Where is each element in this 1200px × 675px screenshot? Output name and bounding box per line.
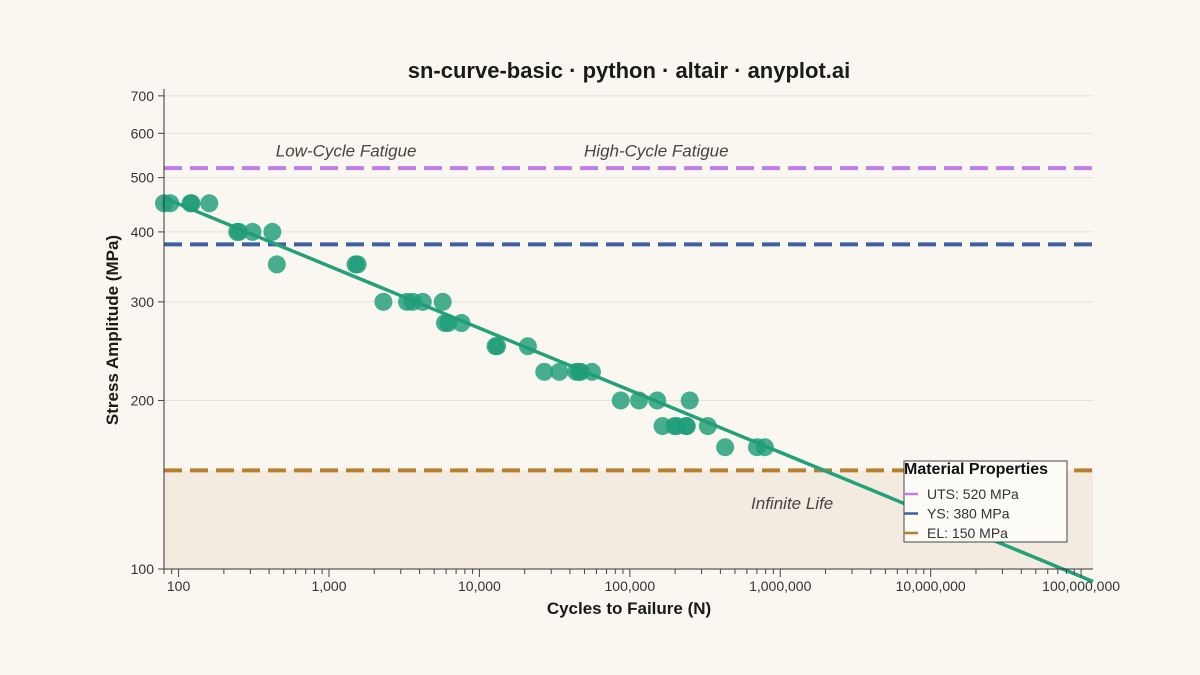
data-point xyxy=(243,222,262,241)
data-point xyxy=(488,337,507,356)
data-point xyxy=(413,292,432,311)
x-tick-label: 1,000,000 xyxy=(749,578,811,594)
data-point xyxy=(433,292,452,311)
x-tick-label: 100,000 xyxy=(605,578,656,594)
data-point xyxy=(677,417,696,436)
legend-item-0: UTS: 520 MPa xyxy=(927,486,1019,502)
x-tick-label: 10,000 xyxy=(458,578,501,594)
data-points xyxy=(155,194,774,457)
grid-lines xyxy=(164,95,1093,401)
x-tick-label: 1,000 xyxy=(311,578,346,594)
legend-item-1: YS: 380 MPa xyxy=(927,506,1010,522)
data-point xyxy=(200,194,219,213)
y-tick-label: 400 xyxy=(131,224,155,240)
legend-title: Material Properties xyxy=(904,461,1048,478)
data-point xyxy=(698,417,717,436)
data-point xyxy=(629,391,648,410)
x-axis-title: Cycles to Failure (N) xyxy=(547,599,711,618)
y-tick-label: 600 xyxy=(131,125,155,141)
data-point xyxy=(535,362,554,381)
data-point xyxy=(263,222,282,241)
y-tick-label: 500 xyxy=(131,170,155,186)
data-point xyxy=(680,391,699,410)
y-axis-title: Stress Amplitude (MPa) xyxy=(103,235,122,425)
data-point xyxy=(348,255,367,274)
x-tick-label: 100 xyxy=(167,578,191,594)
data-point xyxy=(439,314,458,333)
region-label: Low-Cycle Fatigue xyxy=(276,142,417,161)
region-label: Infinite Life xyxy=(751,494,833,513)
data-point xyxy=(716,438,735,457)
axes: 100 1,000 10,000 100,000 1,000,000 10,000,000… xyxy=(131,88,1121,594)
data-point xyxy=(611,391,630,410)
data-point xyxy=(582,362,601,381)
data-point xyxy=(452,314,471,333)
legend-item-2: EL: 150 MPa xyxy=(927,525,1008,541)
legend-box xyxy=(903,460,1068,543)
chart-title: sn-curve-basic · python · altair · anypl… xyxy=(408,58,851,83)
y-tick-label: 100 xyxy=(131,561,155,577)
data-point xyxy=(518,337,537,356)
data-point xyxy=(267,255,286,274)
legend: Material Properties UTS: 520 MPa YS: 380 M… xyxy=(903,460,1068,543)
data-point xyxy=(374,292,393,311)
y-tick-label: 300 xyxy=(131,294,155,310)
y-tick-label: 700 xyxy=(131,88,155,104)
data-point xyxy=(182,194,201,213)
x-tick-label: 10,000,000 xyxy=(896,578,966,594)
data-point xyxy=(648,391,667,410)
data-point xyxy=(161,194,180,213)
data-point xyxy=(229,222,248,241)
x-tick-label: 100,000,000 xyxy=(1042,578,1120,594)
region-label: High-Cycle Fatigue xyxy=(584,142,729,161)
region-labels: Low-Cycle Fatigue High-Cycle Fatigue Infin… xyxy=(276,142,834,513)
y-tick-label: 200 xyxy=(131,392,155,408)
data-point xyxy=(755,438,774,457)
data-point xyxy=(550,362,569,381)
reference-lines xyxy=(164,166,1093,473)
